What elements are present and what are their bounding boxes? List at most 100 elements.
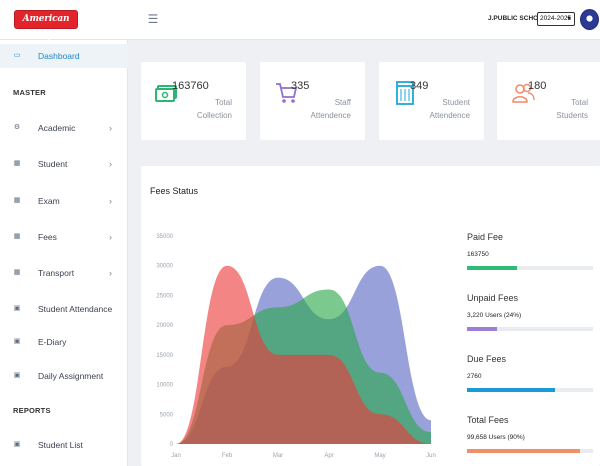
fees-area-chart: 35000 30000 25000 20000 15000 10000 5000 0 Jan Fe… (156, 234, 436, 459)
brand-logo[interactable]: American Soft (14, 10, 78, 41)
cogs-icon: ⚙ (13, 124, 21, 131)
progress-track (467, 266, 593, 270)
stat-card-student-attendance: 349 Student Attendence (379, 62, 484, 140)
sidebar-item-student-list[interactable]: ▣ Student List (0, 433, 128, 457)
sidebar-item-label: Dashboard (38, 51, 80, 61)
users-icon (512, 83, 535, 103)
list-box-icon (396, 81, 414, 105)
y-tick-label: 35000 (156, 234, 173, 240)
grid-icon: ▦ (13, 269, 21, 276)
stat-value: 180 (528, 80, 547, 92)
x-tick-label: Apr (324, 453, 333, 459)
stat-label: Total Students (556, 98, 588, 120)
sidebar-item-label: Academic (38, 123, 76, 133)
cart-icon (276, 83, 298, 103)
fee-title: Paid Fee (467, 232, 504, 242)
panel-title: Fees Status (150, 186, 199, 196)
doc-icon: ▣ (13, 338, 21, 345)
stat-value: 335 (291, 80, 310, 92)
school-name: J.PUBLIC SCHOOL (488, 15, 548, 22)
fee-value: 3,220 Users (24%) (467, 312, 522, 319)
stat-card-total-students: 180 Total Students (497, 62, 600, 140)
x-tick-label: Mar (273, 453, 283, 459)
chevron-right-icon: › (109, 232, 112, 242)
sidebar-item-dashboard[interactable]: ▭ Dashboard (0, 44, 128, 68)
stat-label: Total Collection (196, 98, 232, 120)
fee-title: Due Fees (467, 354, 507, 364)
session-select-value: 2024-2025 (540, 15, 572, 22)
sidebar-item-student[interactable]: ▦ Student › (0, 152, 128, 176)
sidebar-item-label: Student List (38, 440, 83, 450)
fee-summary-total: Total Fees 99,658 Users (90%) (467, 415, 593, 453)
y-tick-label: 10000 (156, 383, 173, 389)
grid-icon: ▦ (13, 233, 21, 240)
grid-icon: ▦ (13, 197, 21, 204)
monitor-icon: ▭ (13, 52, 21, 59)
sidebar-item-label: Fees (38, 232, 57, 242)
list-icon: ▦ (13, 160, 21, 167)
sidebar-item-label: Student Attendance (38, 304, 113, 314)
y-tick-label: 25000 (156, 293, 173, 299)
sidebar-item-transport[interactable]: ▦ Transport › (0, 261, 128, 285)
fee-title: Total Fees (467, 415, 509, 425)
progress-fill (467, 327, 498, 331)
y-tick-label: 20000 (156, 323, 173, 329)
money-icon (155, 85, 177, 102)
chevron-down-icon: ▼ (566, 16, 572, 22)
section-master: MASTER (13, 88, 46, 97)
x-tick-label: Jun (426, 453, 436, 459)
sidebar-item-exam[interactable]: ▦ Exam › (0, 189, 128, 213)
fee-value: 163750 (467, 251, 489, 258)
hamburger-icon[interactable]: ☰ (147, 12, 159, 26)
sidebar-item-label: Student (38, 159, 68, 169)
stat-value: 163760 (172, 80, 209, 92)
progress-track (467, 327, 593, 331)
sidebar-item-academic[interactable]: ⚙ Academic › (0, 116, 128, 140)
stat-label: Staff Attendence (310, 98, 351, 120)
fees-status-panel: Fees Status 35000 30000 25000 20000 15000 100… (141, 166, 600, 466)
chevron-right-icon: › (109, 123, 112, 133)
sidebar-item-label: Daily Assignment (38, 371, 104, 381)
school-crest (580, 9, 599, 30)
sidebar-item-e-diary[interactable]: ▣ E-Diary (0, 330, 128, 354)
stat-value: 349 (410, 80, 429, 92)
y-tick-label: 5000 (160, 412, 174, 418)
top-bar: American Soft ☰ J.PUBLIC SCHOOL 2024-202… (0, 0, 600, 41)
x-tick-label: May (374, 453, 385, 459)
stat-label: Student Attendence (429, 98, 470, 120)
sidebar-item-student-attendance[interactable]: ▣ Student Attendance (0, 297, 128, 321)
sidebar-item-daily-assignment[interactable]: ▣ Daily Assignment (0, 364, 128, 388)
y-tick-label: 15000 (156, 353, 173, 359)
progress-fill (467, 388, 556, 392)
progress-fill (467, 266, 518, 270)
y-tick-label: 0 (170, 442, 174, 448)
sidebar: ▭ Dashboard MASTER ⚙ Academic › ▦ Studen… (0, 40, 128, 466)
session-select[interactable]: 2024-2025 ▼ (537, 12, 575, 26)
x-tick-label: Feb (222, 453, 233, 459)
fee-summary-due: Due Fees 2760 (467, 354, 593, 392)
fee-value: 2760 (467, 373, 482, 380)
x-tick-label: Jan (171, 453, 181, 459)
fee-summary-unpaid: Unpaid Fees 3,220 Users (24%) (467, 293, 593, 331)
section-reports: REPORTS (13, 406, 51, 415)
progress-track (467, 388, 593, 392)
y-tick-label: 30000 (156, 264, 173, 270)
progress-fill (467, 449, 581, 453)
fee-title: Unpaid Fees (467, 293, 519, 303)
doc-icon: ▣ (13, 372, 21, 379)
sidebar-item-label: Exam (38, 196, 60, 206)
series-area-3 (176, 265, 431, 444)
sidebar-item-label: Transport (38, 268, 75, 278)
fee-value: 99,658 Users (90%) (467, 434, 525, 441)
stat-card-staff-attendance: 335 Staff Attendence (260, 62, 365, 140)
sidebar-item-label: E-Diary (38, 337, 67, 347)
fee-summary-paid: Paid Fee 163750 (467, 232, 593, 270)
doc-icon: ▣ (13, 305, 21, 312)
stat-card-collection: 163760 Total Collection (141, 62, 246, 140)
sidebar-item-fees[interactable]: ▦ Fees › (0, 225, 128, 249)
chevron-right-icon: › (109, 196, 112, 206)
chevron-right-icon: › (109, 268, 112, 278)
chevron-right-icon: › (109, 159, 112, 169)
doc-icon: ▣ (13, 441, 21, 448)
progress-track (467, 449, 593, 453)
